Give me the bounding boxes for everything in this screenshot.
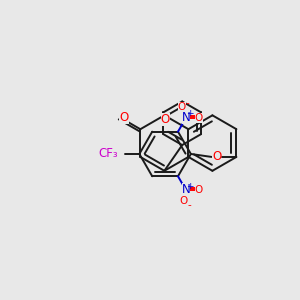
Text: +: +	[186, 182, 194, 190]
Text: O: O	[119, 111, 128, 124]
Text: O: O	[161, 113, 170, 126]
Text: N: N	[182, 184, 190, 196]
Text: -: -	[185, 98, 189, 108]
Text: N: N	[182, 111, 190, 124]
Text: O: O	[180, 196, 188, 206]
Text: O: O	[178, 102, 186, 112]
Text: CF₃: CF₃	[98, 148, 118, 160]
Text: -: -	[187, 200, 191, 210]
Text: O: O	[195, 113, 203, 123]
Text: O: O	[212, 150, 221, 164]
Text: O: O	[195, 185, 203, 195]
Text: +: +	[186, 110, 194, 118]
